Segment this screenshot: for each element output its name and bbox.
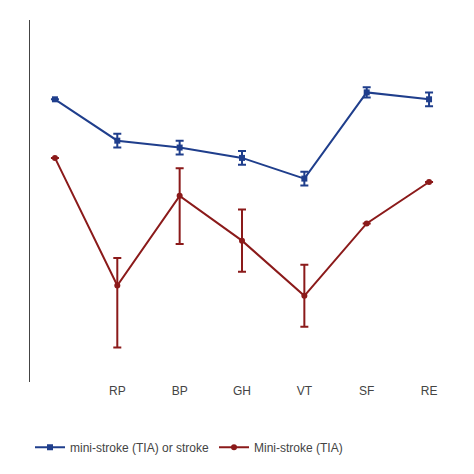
svg-text:SF: SF	[359, 384, 374, 398]
svg-text:RP: RP	[109, 384, 126, 398]
svg-text:RE: RE	[421, 384, 438, 398]
svg-text:GH: GH	[233, 384, 251, 398]
svg-text:BP: BP	[172, 384, 188, 398]
svg-text:VT: VT	[297, 384, 313, 398]
svg-text:Mini-stroke (TIA): Mini-stroke (TIA)	[254, 441, 343, 455]
svg-text:mini-stroke (TIA) or stroke: mini-stroke (TIA) or stroke	[70, 441, 209, 455]
